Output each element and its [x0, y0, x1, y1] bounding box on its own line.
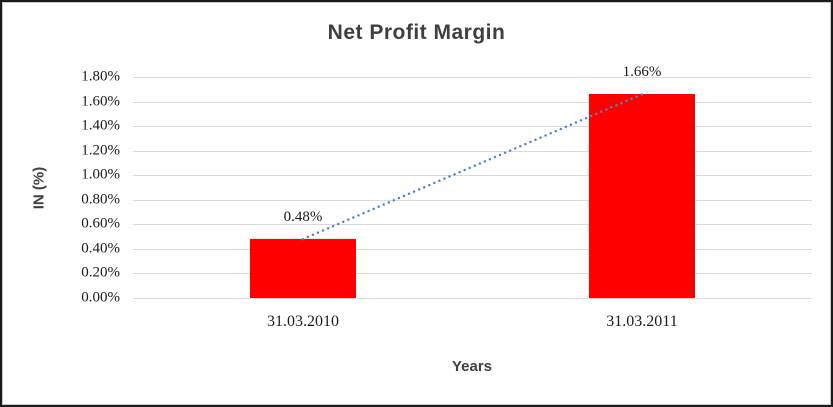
gridline — [133, 126, 812, 127]
y-tick-label: 1.00% — [81, 166, 120, 183]
y-tick-label: 0.00% — [81, 289, 120, 306]
bar-data-label: 1.66% — [622, 64, 662, 80]
plot-area — [133, 77, 812, 299]
gridline — [133, 273, 812, 274]
trendline-dotted — [301, 93, 644, 241]
gridline — [133, 298, 812, 299]
bar-31.03.2010 — [250, 239, 356, 298]
x-category-label: 31.03.2011 — [606, 313, 678, 330]
y-tick-label: 1.40% — [81, 117, 120, 134]
bar-31.03.2011 — [589, 94, 695, 298]
y-tick-label: 0.20% — [81, 264, 120, 281]
x-category-label: 31.03.2010 — [267, 313, 339, 330]
y-tick-label: 0.60% — [81, 215, 120, 232]
y-tick-label: 1.20% — [81, 142, 120, 159]
x-axis-title: Years — [451, 358, 493, 375]
gridline — [133, 200, 812, 201]
y-tick-label: 0.80% — [81, 191, 120, 208]
chart-title: Net Profit Margin — [327, 21, 506, 44]
gridline — [133, 249, 812, 250]
y-tick-label: 0.40% — [81, 240, 120, 257]
gridline — [133, 102, 812, 103]
trendline — [301, 93, 644, 241]
y-tick-label: 1.60% — [81, 93, 120, 110]
gridline — [133, 77, 812, 78]
bar-data-label: 0.48% — [283, 209, 323, 225]
gridline — [133, 151, 812, 152]
gridline — [133, 224, 812, 225]
y-tick-label: 1.80% — [81, 68, 120, 85]
gridline — [133, 175, 812, 176]
